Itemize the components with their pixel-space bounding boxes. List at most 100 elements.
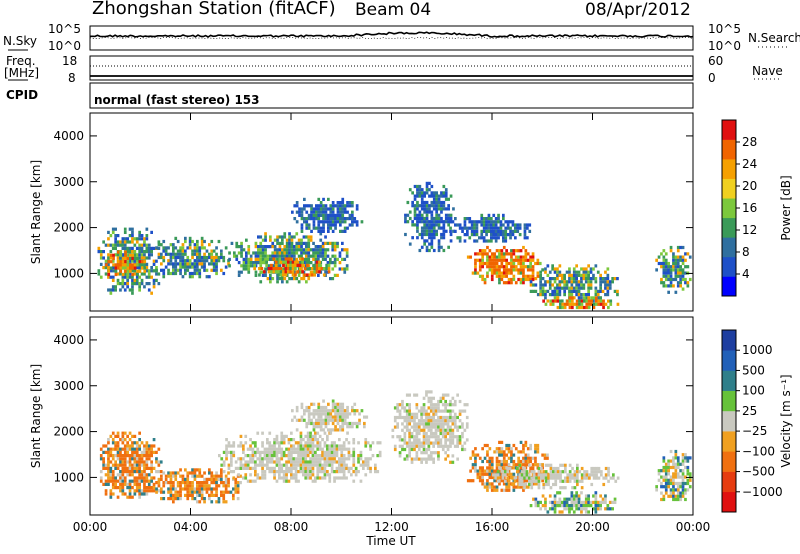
heatmap-cell xyxy=(498,281,501,285)
heatmap-cell xyxy=(340,463,344,467)
heatmap-cell xyxy=(604,500,607,504)
heatmap-cell xyxy=(339,402,342,406)
heatmap-cell xyxy=(560,504,564,508)
heatmap-cell xyxy=(251,466,255,470)
heatmap-cell xyxy=(340,454,344,458)
heatmap-cell xyxy=(449,460,452,464)
heatmap-cell xyxy=(181,487,185,491)
heatmap-cell xyxy=(425,451,428,455)
heatmap-cell xyxy=(404,216,407,221)
heatmap-cell xyxy=(504,479,507,483)
heatmap-cell xyxy=(410,460,414,464)
heatmap-cell xyxy=(570,494,574,498)
heatmap-cell xyxy=(410,447,414,452)
heatmap-cell xyxy=(131,450,134,454)
heatmap-cell xyxy=(359,479,363,483)
heatmap-cell xyxy=(275,463,279,467)
heatmap-cell xyxy=(326,261,330,265)
heatmap-cell xyxy=(322,223,325,227)
heatmap-cell xyxy=(343,210,347,214)
heatmap-cell xyxy=(590,302,593,306)
heatmap-cell xyxy=(179,255,182,260)
heatmap-cell xyxy=(558,497,562,501)
heatmap-cell xyxy=(664,274,668,278)
heatmap-cell xyxy=(303,197,306,201)
heatmap-cell xyxy=(318,434,322,438)
heatmap-cell xyxy=(416,216,419,221)
heatmap-cell xyxy=(604,466,608,471)
heatmap-cell xyxy=(116,466,120,470)
heatmap-cell xyxy=(519,268,523,272)
heatmap-cell xyxy=(302,466,305,470)
heatmap-cell xyxy=(295,232,299,236)
heatmap-cell xyxy=(425,191,429,195)
heatmap-cell xyxy=(403,431,407,436)
heatmap-cell xyxy=(224,481,228,485)
heatmap-cell xyxy=(437,220,441,224)
heatmap-cell xyxy=(150,250,153,254)
heatmap-cell xyxy=(667,469,670,473)
heatmap-cell xyxy=(283,235,287,239)
heatmap-cell xyxy=(672,494,675,498)
heatmap-cell xyxy=(504,233,508,237)
heatmap-cell xyxy=(486,261,489,266)
heatmap-cell xyxy=(306,273,309,277)
heatmap-cell xyxy=(329,418,333,422)
heatmap-cell xyxy=(302,444,305,448)
heatmap-cell xyxy=(97,246,101,250)
heatmap-cell xyxy=(314,479,317,483)
heatmap-cell xyxy=(121,260,125,264)
heatmap-cell xyxy=(143,476,146,480)
heatmap-cell xyxy=(188,481,192,485)
heatmap-cell xyxy=(312,220,316,224)
heatmap-cell xyxy=(679,268,682,272)
heatmap-cell xyxy=(601,280,605,284)
heatmap-cell xyxy=(326,460,329,464)
heatmap-cell xyxy=(196,249,199,253)
heatmap-cell xyxy=(548,283,552,287)
heatmap-cell xyxy=(430,229,434,233)
heatmap-cell xyxy=(172,255,175,260)
heatmap-cell xyxy=(145,282,149,286)
heatmap-cell xyxy=(176,484,180,488)
heatmap-cell xyxy=(335,460,339,464)
heatmap-cell xyxy=(451,435,455,439)
heatmap-cell xyxy=(308,267,312,271)
heatmap-cell xyxy=(363,415,366,419)
heatmap-cell xyxy=(657,478,661,482)
heatmap-cell xyxy=(265,260,268,264)
heatmap-cell xyxy=(490,277,494,282)
heatmap-cell xyxy=(541,289,545,293)
heatmap-cell xyxy=(522,277,525,282)
heatmap-cell xyxy=(196,259,199,263)
heatmap-cell xyxy=(315,217,318,221)
heatmap-cell xyxy=(266,457,269,461)
heatmap-cell xyxy=(188,236,192,240)
heatmap-cell xyxy=(123,482,127,486)
heatmap-cell xyxy=(672,485,675,489)
heatmap-cell xyxy=(456,457,459,461)
heatmap-cell xyxy=(536,261,540,266)
y-tick-label: 4000 xyxy=(53,333,84,347)
heatmap-cell xyxy=(338,261,342,265)
heatmap-cell xyxy=(164,481,168,485)
heatmap-cell xyxy=(114,269,118,273)
heatmap-cell xyxy=(613,500,617,504)
heatmap-cell xyxy=(510,281,513,285)
heatmap-cell xyxy=(317,197,321,201)
heatmap-cell xyxy=(147,282,151,286)
heatmap-cell xyxy=(336,220,340,224)
heatmap-cell xyxy=(488,469,492,473)
heatmap-cell xyxy=(247,248,251,252)
heatmap-cell xyxy=(471,479,475,483)
heatmap-cell xyxy=(681,475,685,479)
heatmap-cell xyxy=(116,444,120,448)
heatmap-cell xyxy=(138,256,141,260)
colorbar-swatch xyxy=(722,276,736,297)
heatmap-cell xyxy=(604,270,607,274)
heatmap-cell xyxy=(526,265,530,269)
heatmap-cell xyxy=(347,470,351,474)
heatmap-cell xyxy=(660,252,663,256)
heatmap-cell xyxy=(116,473,120,477)
heatmap-cell xyxy=(662,255,666,259)
